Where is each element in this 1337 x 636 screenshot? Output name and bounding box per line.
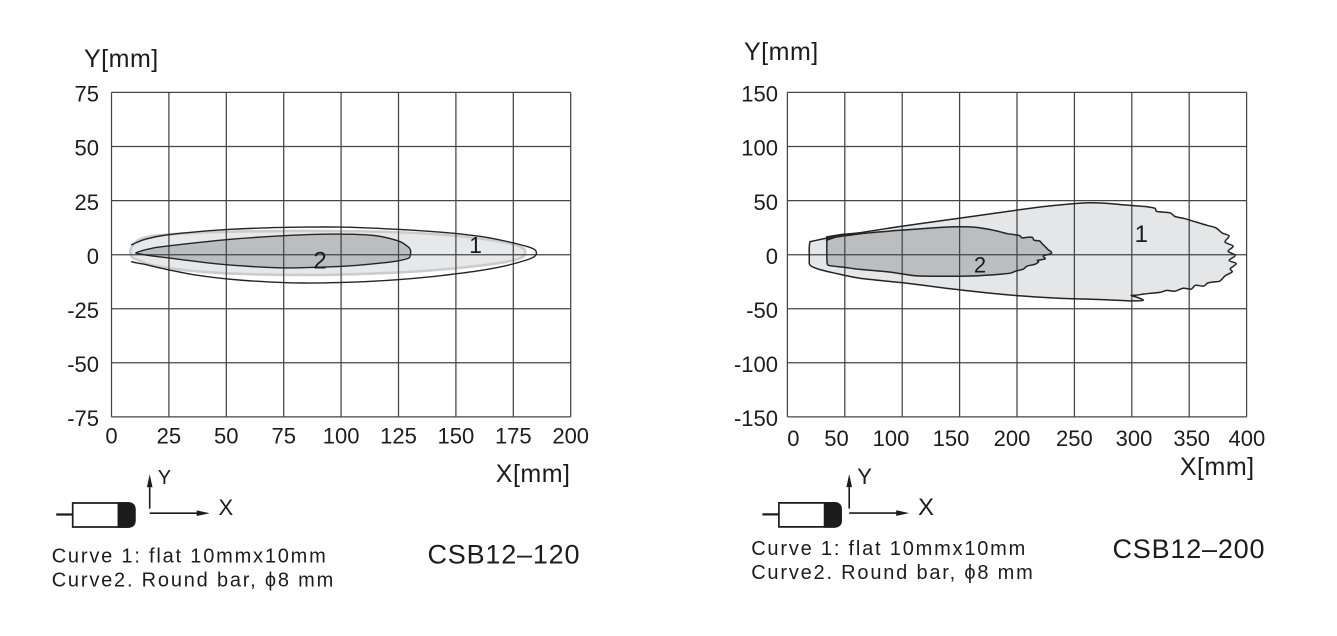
svg-text:Y: Y: [158, 467, 171, 489]
svg-text:175: 175: [495, 424, 532, 449]
svg-text:-150: -150: [734, 406, 778, 431]
svg-text:2: 2: [974, 252, 986, 277]
svg-text:100: 100: [323, 424, 360, 449]
svg-text:25: 25: [157, 424, 181, 449]
svg-text:75: 75: [271, 424, 295, 449]
svg-text:0: 0: [766, 244, 778, 269]
svg-text:Curve 1: flat 10mmx10mm: Curve 1: flat 10mmx10mm: [52, 546, 328, 568]
svg-text:50: 50: [214, 424, 238, 449]
svg-text:100: 100: [741, 136, 778, 161]
svg-text:X: X: [219, 495, 234, 520]
svg-text:X: X: [918, 494, 934, 521]
svg-text:200: 200: [994, 426, 1031, 451]
svg-text:75: 75: [75, 82, 99, 107]
svg-text:Y: Y: [857, 464, 872, 489]
svg-text:350: 350: [1173, 426, 1210, 451]
svg-text:CSB12–120: CSB12–120: [428, 540, 581, 570]
svg-text:-50: -50: [746, 298, 778, 323]
svg-text:25: 25: [75, 190, 99, 215]
svg-text:50: 50: [754, 190, 778, 215]
svg-text:CSB12–200: CSB12–200: [1113, 534, 1266, 564]
svg-text:X[mm]: X[mm]: [1180, 453, 1255, 481]
svg-text:150: 150: [438, 424, 475, 449]
svg-text:50: 50: [824, 426, 848, 451]
svg-text:Curve2. Round bar, ϕ8 mm: Curve2. Round bar, ϕ8 mm: [52, 569, 335, 591]
svg-text:400: 400: [1229, 426, 1266, 451]
svg-text:300: 300: [1116, 426, 1153, 451]
svg-text:1: 1: [469, 232, 482, 258]
svg-text:-50: -50: [67, 352, 99, 377]
svg-text:1: 1: [1135, 221, 1148, 248]
svg-text:250: 250: [1056, 426, 1093, 451]
svg-text:-25: -25: [67, 298, 99, 323]
svg-text:2: 2: [313, 248, 326, 275]
svg-text:Curve2. Round bar, ϕ8 mm: Curve2. Round bar, ϕ8 mm: [751, 562, 1034, 584]
svg-text:125: 125: [380, 424, 417, 449]
svg-text:50: 50: [75, 136, 99, 161]
svg-text:0: 0: [105, 424, 117, 449]
svg-text:Curve 1: flat 10mmx10mm: Curve 1: flat 10mmx10mm: [751, 538, 1027, 560]
svg-text:-75: -75: [67, 406, 99, 431]
svg-text:Y[mm]: Y[mm]: [744, 38, 819, 66]
svg-text:0: 0: [87, 244, 99, 269]
svg-text:100: 100: [873, 426, 910, 451]
svg-text:150: 150: [933, 426, 970, 451]
svg-text:200: 200: [552, 424, 589, 449]
svg-text:X[mm]: X[mm]: [496, 460, 571, 488]
svg-text:0: 0: [787, 426, 799, 451]
svg-text:Y[mm]: Y[mm]: [84, 45, 159, 73]
svg-text:150: 150: [741, 82, 778, 107]
svg-text:-100: -100: [734, 352, 778, 377]
